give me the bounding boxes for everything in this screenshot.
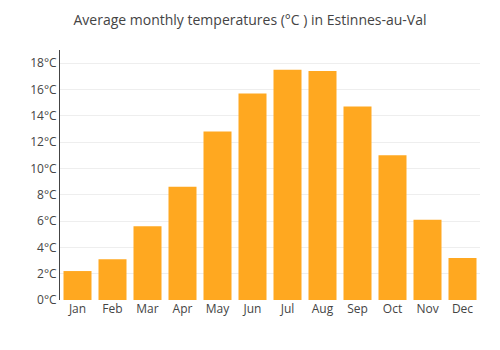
svg-text:10°C: 10°C <box>30 160 57 177</box>
svg-text:Feb: Feb <box>102 300 122 317</box>
svg-text:16°C: 16°C <box>30 81 57 98</box>
svg-text:14°C: 14°C <box>30 107 57 124</box>
svg-text:May: May <box>206 300 230 317</box>
svg-text:Nov: Nov <box>416 300 438 317</box>
svg-text:Jun: Jun <box>243 300 262 317</box>
svg-text:Jan: Jan <box>68 300 86 317</box>
svg-text:Jul: Jul <box>280 300 295 317</box>
svg-text:Apr: Apr <box>173 300 193 317</box>
svg-text:Average monthly temperatures (: Average monthly temperatures (°C ) in Es… <box>73 10 426 29</box>
svg-text:18°C: 18°C <box>30 54 57 71</box>
svg-text:Aug: Aug <box>312 300 334 317</box>
svg-text:6°C: 6°C <box>37 212 57 229</box>
svg-text:Oct: Oct <box>383 300 402 317</box>
svg-text:12°C: 12°C <box>30 133 57 150</box>
svg-text:Dec: Dec <box>452 300 473 317</box>
svg-text:4°C: 4°C <box>37 239 57 256</box>
svg-text:Mar: Mar <box>136 300 158 317</box>
svg-text:0°C: 0°C <box>37 291 57 308</box>
svg-text:2°C: 2°C <box>37 265 57 282</box>
svg-text:Sep: Sep <box>347 300 368 317</box>
svg-text:8°C: 8°C <box>37 186 57 203</box>
